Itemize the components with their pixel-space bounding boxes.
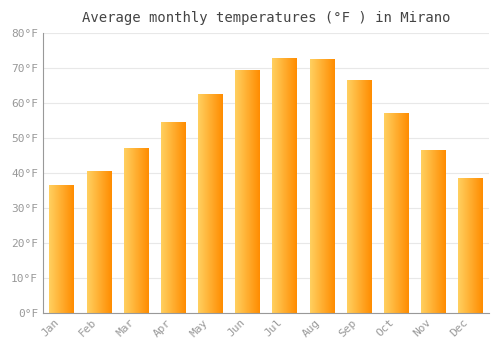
Title: Average monthly temperatures (°F ) in Mirano: Average monthly temperatures (°F ) in Mi… [82,11,450,25]
